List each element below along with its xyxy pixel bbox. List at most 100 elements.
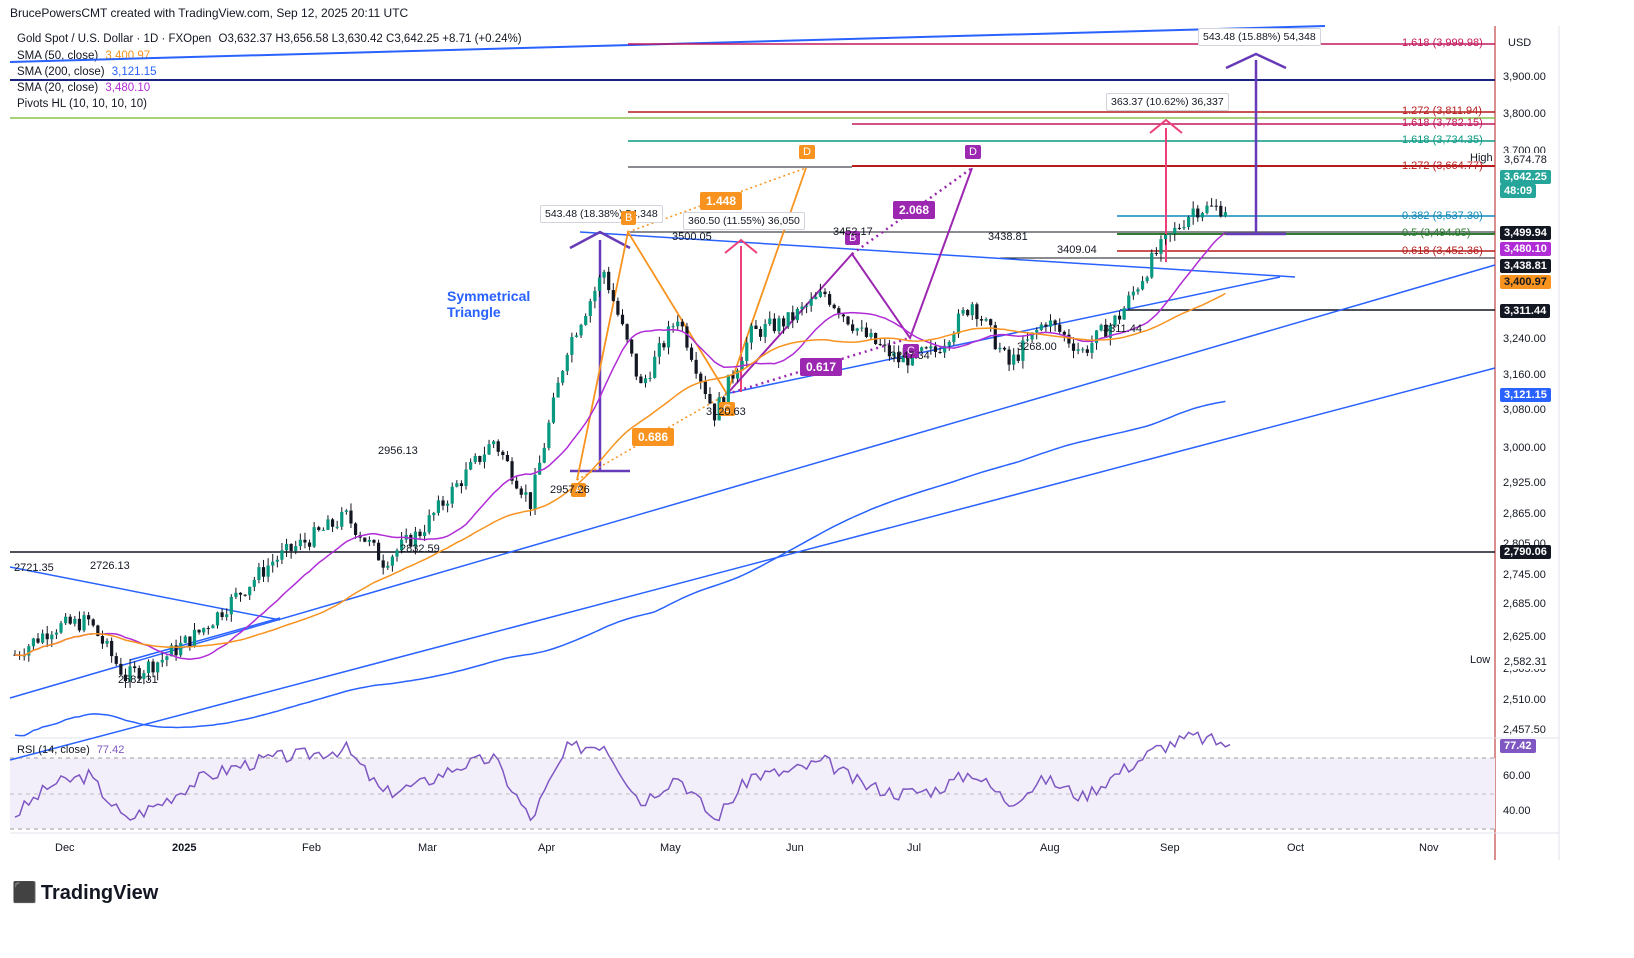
candle-body [1127,295,1131,309]
candle-body [998,347,1002,350]
candle-body [961,309,965,314]
candle-body [390,556,394,566]
candle-body [781,318,786,327]
price-axis-tick: 3,240.00 [1503,333,1546,345]
triangle-upper [579,231,1296,278]
measure-label: 543.48 (15.88%) 54,348 [1198,28,1321,46]
price-tag: 3,642.25 [1500,170,1551,184]
candle-body [376,542,381,561]
purple-point-d: D [965,145,981,159]
time-axis-label: Feb [302,842,321,854]
price-axis-tick: 2,865.00 [1503,508,1546,520]
candle-body [307,542,312,547]
sma20-legend[interactable]: SMA (20, close) 3,480.10 [17,82,150,94]
price-annotation: 3311.44 [1103,323,1142,335]
candle-body [694,359,698,374]
candle-body [1186,217,1191,228]
time-axis-label: Oct [1287,842,1305,854]
candle-body [1205,205,1209,214]
candle-body [271,561,275,566]
candle-body [1094,330,1099,344]
price-tag: 3,311.44 [1500,304,1551,318]
fib-label: 0.5 (3,494.85) [1402,227,1471,239]
candle-body [174,645,178,656]
candle-body [464,469,468,487]
candle-body [772,318,776,332]
candle-body [666,326,671,348]
candle-body [897,352,901,363]
lower-channel-line-1 [9,264,1496,699]
candle-body [1025,339,1030,341]
orange-point-a: A [571,483,587,497]
candle-body [119,663,123,675]
candle-body [441,500,445,506]
price-annotation: 3500.05 [672,231,712,243]
candle-body [547,422,551,448]
price-tag: 3,121.15 [1500,388,1551,402]
price-tag: 3,400.97 [1500,275,1551,289]
candle-body [832,304,836,309]
price-axis-tick: 2,745.00 [1503,569,1546,581]
pivots-legend[interactable]: Pivots HL (10, 10, 10, 10) [17,98,147,110]
candle-body [579,324,583,336]
candles [13,198,1227,688]
candle-body [446,503,450,506]
candle-body [943,345,947,353]
candle-body [653,356,657,378]
price-annotation: 2582.31 [118,674,158,686]
rsi-level-60: 60.00 [1503,770,1531,782]
price-axis-tick: 2,457.50 [1503,724,1546,736]
candle-body [1223,212,1227,217]
candle-body [887,345,892,357]
measure-arrow-pink-left-head [724,238,758,254]
sma200-legend[interactable]: SMA (200, close) 3,121.15 [17,66,157,78]
rsi-legend[interactable]: RSI (14, close) 77.42 [17,744,124,756]
price-annotation: 3268.00 [1017,341,1057,353]
candle-body [1113,315,1117,326]
candle-body [156,662,160,673]
candle-body [436,500,441,513]
candle-body [1140,281,1145,290]
rsi-value-tag: 77.42 [1500,739,1536,753]
time-axis-label: Jun [786,842,804,854]
candle-body [763,324,767,337]
candle-body [556,382,560,398]
price-annotation: 3120.63 [706,406,746,418]
candle-body [455,483,459,487]
ratio-tag: 2.068 [893,201,936,219]
candle-body [349,510,353,524]
candle-body [685,326,689,348]
measure-label: 543.48 (18.38%) 54,348 [540,205,663,223]
measure-arrow-right-head [1225,52,1287,70]
price-axis-tick: 3,080.00 [1503,404,1546,416]
candle-body [261,567,266,577]
candle-body [1016,354,1020,361]
sma200-label: SMA (200, close) [17,66,105,78]
candle-body [933,346,938,352]
candle-body [110,640,114,657]
candle-body [326,519,330,530]
price-axis-tick: 2,510.00 [1503,694,1546,706]
candle-body [54,632,59,635]
rsi-value: 77.42 [96,744,125,756]
candle-body [804,305,809,307]
price-tag-label: Low [1470,654,1491,666]
candle-body [818,291,822,297]
sma200-line [14,400,1226,737]
candle-body [96,625,100,637]
candle-body [1071,343,1076,351]
currency-label[interactable]: USD [1508,37,1532,49]
candle-body [165,656,169,660]
candle-body [1200,213,1204,218]
candle-body [947,341,951,346]
tradingview-logo[interactable]: ⬛ TradingView [12,880,158,905]
ratio-tag: 0.617 [800,358,843,376]
candle-body [505,454,510,462]
symbol-legend[interactable]: Gold Spot / U.S. Dollar · 1D · FXOpen O3… [17,33,522,45]
candle-body [427,515,431,533]
candle-body [625,324,629,340]
candle-body [800,306,804,309]
candle-body [970,304,974,316]
candle-body [87,615,91,620]
